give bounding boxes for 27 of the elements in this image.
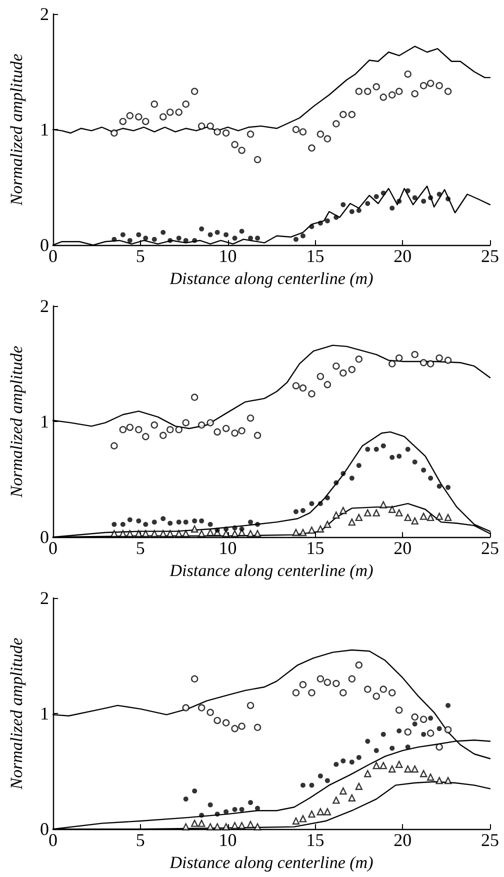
y-tick-label: 2 <box>40 588 49 608</box>
x-tick-label: 15 <box>306 246 324 266</box>
x-tick-label: 20 <box>394 246 412 266</box>
x-axis-title: Distance along centerline (m) <box>168 853 374 872</box>
x-tick-label: 5 <box>136 246 145 266</box>
x-tick-label: 25 <box>481 830 499 850</box>
x-axis-title: Distance along centerline (m) <box>168 269 374 288</box>
x-tick-label: 20 <box>394 538 412 558</box>
x-tick-label: 25 <box>481 246 499 266</box>
y-tick-label: 2 <box>40 4 49 24</box>
x-tick-label: 15 <box>306 538 324 558</box>
y-tick-label: 2 <box>40 296 49 316</box>
x-tick-label: 10 <box>218 830 237 850</box>
x-tick-label: 10 <box>218 246 237 266</box>
x-tick-label: 5 <box>136 830 145 850</box>
x-tick-label: 20 <box>394 830 412 850</box>
x-tick-label: 25 <box>481 538 499 558</box>
y-tick-label: 1 <box>40 120 49 140</box>
y-tick-label: 1 <box>40 412 49 432</box>
x-tick-label: 15 <box>306 830 324 850</box>
x-axis-title: Distance along centerline (m) <box>168 561 374 580</box>
x-tick-label: 5 <box>136 538 145 558</box>
x-tick-label: 10 <box>218 538 237 558</box>
y-axis-title: Normalized amplitude <box>7 345 26 498</box>
y-tick-label: 1 <box>40 704 49 724</box>
y-axis-title: Normalized amplitude <box>7 53 26 206</box>
y-axis-title: Normalized amplitude <box>7 637 26 790</box>
